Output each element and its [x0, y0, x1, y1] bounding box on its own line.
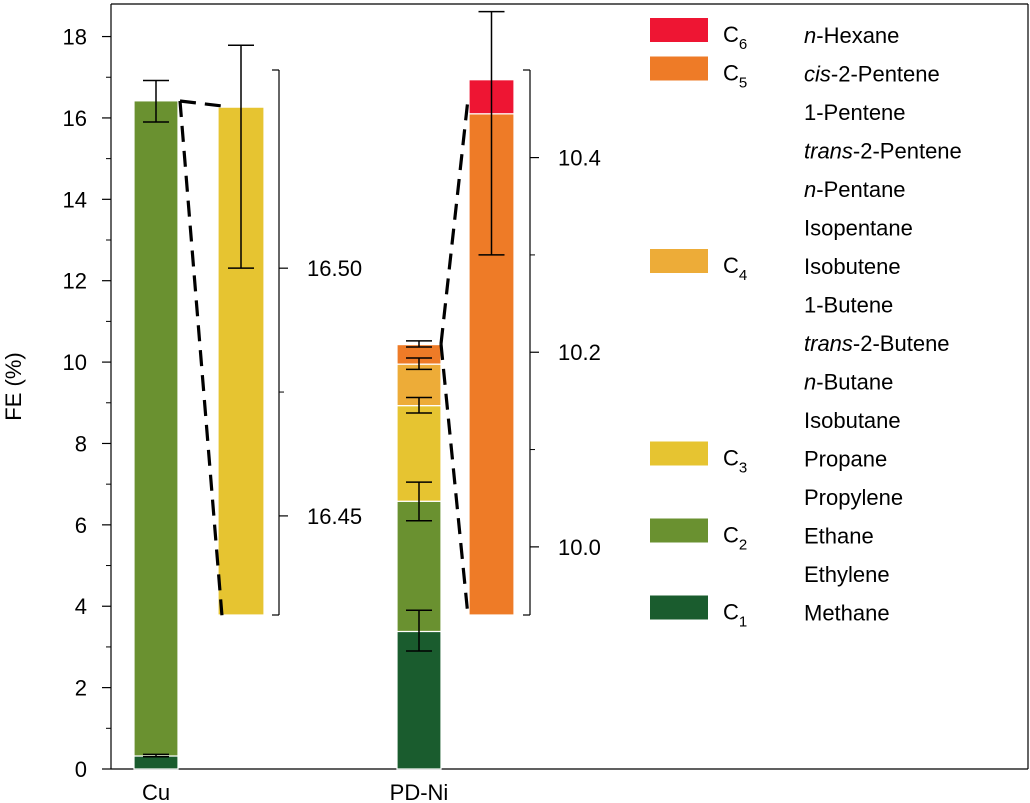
- y-tick-label-4: 4: [75, 594, 87, 619]
- y-tick-label-18: 18: [63, 25, 87, 50]
- legend-label-sub-c5: 5: [739, 75, 747, 92]
- legend-item-text: Isopentane: [804, 216, 913, 241]
- bar-cu-c2: [133, 100, 179, 757]
- legend-item-rest: -Pentane: [816, 177, 905, 202]
- legend-item-rest: -Hexane: [816, 23, 899, 48]
- legend-label-c5: C5: [723, 61, 747, 92]
- legend-item-italic: n: [804, 370, 816, 395]
- legend-label-sub-c3: 3: [739, 460, 747, 477]
- legend-item-c6-0: n-Hexane: [804, 23, 899, 48]
- legend-label-c6: C6: [723, 22, 747, 53]
- y-tick-label-2: 2: [75, 676, 87, 701]
- y-tick-label-12: 12: [63, 269, 87, 294]
- legend-label-sub-c6: 6: [739, 36, 747, 53]
- legend-item-text: 1-Pentene: [804, 100, 906, 125]
- legend-item-text: Isobutane: [804, 408, 901, 433]
- legend-swatch-c5: [650, 56, 708, 81]
- y-tick-label-0: 0: [75, 757, 87, 782]
- inset-tick-label-pd-ni-10-4: 10.4: [558, 146, 601, 171]
- legend-item-rest: -2-Pentene: [831, 62, 940, 87]
- legend-item-c3-1: Propylene: [804, 485, 903, 510]
- legend-item-text: Isobutene: [804, 254, 901, 279]
- legend-item-c4-3: n-Butane: [804, 370, 893, 395]
- bar-pd-ni-c1: [396, 630, 442, 770]
- legend-item-c4-1: 1-Butene: [804, 293, 893, 318]
- legend-item-text: Propane: [804, 447, 887, 472]
- legend-item-c4-4: Isobutane: [804, 408, 901, 433]
- legend-item-c5-2: trans-2-Pentene: [804, 139, 962, 164]
- legend-swatch-c3: [650, 441, 708, 466]
- inset-tick-label-cu-16-50: 16.50: [307, 256, 362, 281]
- legend-item-rest: -2-Pentene: [853, 139, 962, 164]
- legend-item-c2-0: Ethane: [804, 524, 874, 549]
- legend-item-italic: n: [804, 177, 816, 202]
- legend-item-italic: trans: [804, 139, 853, 164]
- legend-swatch-c2: [650, 518, 708, 543]
- x-tick-label-cu: Cu: [142, 780, 170, 803]
- legend-label-c1: C1: [723, 600, 747, 631]
- legend-item-c4-0: Isobutene: [804, 254, 901, 279]
- zoom-connector-cu-top: [179, 99, 223, 108]
- legend-label-sub-c1: 1: [739, 614, 747, 631]
- legend-item-text: Ethane: [804, 524, 874, 549]
- zoom-connector-pdni-bottom: [439, 343, 470, 617]
- legend-swatch-c1: [650, 595, 708, 620]
- legend-item-c3-0: Propane: [804, 447, 887, 472]
- bar-cu-c1: [133, 755, 179, 770]
- legend-item-c5-4: Isopentane: [804, 216, 913, 241]
- inset-tick-label-pd-ni-10-2: 10.2: [558, 340, 601, 365]
- zoom-connector-cu-bottom: [178, 100, 224, 617]
- y-tick-label-6: 6: [75, 513, 87, 538]
- legend-item-rest: -Butane: [816, 370, 893, 395]
- legend-item-c5-1: 1-Pentene: [804, 100, 906, 125]
- y-axis-title: FE (%): [1, 352, 26, 420]
- inset-tick-label-cu-16-45: 16.45: [307, 504, 362, 529]
- zoom-connector-pdni-top: [439, 98, 470, 345]
- legend-item-text: Ethylene: [804, 562, 890, 587]
- legend-item-c1-0: Methane: [804, 601, 890, 626]
- legend-item-c5-0: cis-2-Pentene: [804, 62, 940, 87]
- legend-label-sub-c4: 4: [739, 267, 747, 284]
- legend-swatch-c4: [650, 249, 708, 273]
- y-tick-label-16: 16: [63, 106, 87, 131]
- legend-item-rest: -2-Butene: [853, 331, 950, 356]
- legend-label-c3: C3: [723, 446, 747, 477]
- y-tick-label-10: 10: [63, 350, 87, 375]
- legend-item-italic: n: [804, 23, 816, 48]
- legend-item-text: 1-Butene: [804, 293, 893, 318]
- legend-swatch-c6: [650, 18, 708, 42]
- legend-label-c2: C2: [723, 523, 747, 554]
- y-tick-label-8: 8: [75, 431, 87, 456]
- legend-item-text: Methane: [804, 601, 890, 626]
- y-tick-label-14: 14: [63, 187, 87, 212]
- legend-item-italic: trans: [804, 331, 853, 356]
- inset-tick-label-pd-ni-10-0: 10.0: [558, 535, 601, 560]
- legend-item-italic: cis: [804, 62, 831, 87]
- x-tick-label-pd-ni: PD-Ni: [390, 780, 449, 803]
- legend-item-c5-3: n-Pentane: [804, 177, 906, 202]
- legend-label-sub-c2: 2: [739, 537, 747, 554]
- legend-item-c2-1: Ethylene: [804, 562, 890, 587]
- legend-item-c4-2: trans-2-Butene: [804, 331, 950, 356]
- legend-item-text: Propylene: [804, 485, 903, 510]
- legend-label-c4: C4: [723, 253, 747, 284]
